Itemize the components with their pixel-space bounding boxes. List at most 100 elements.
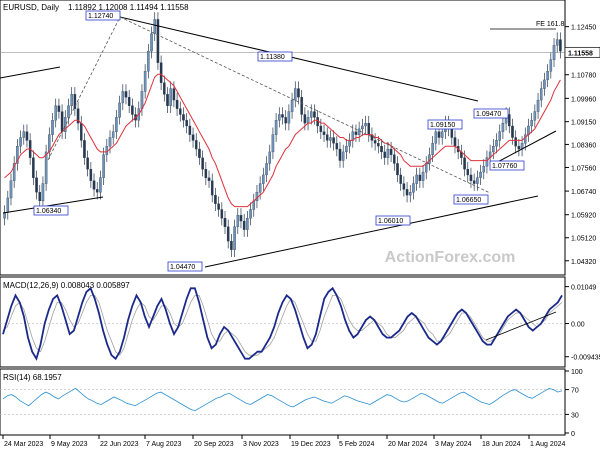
trend-line (204, 195, 539, 268)
candle-body (102, 154, 105, 178)
candle-body (22, 131, 26, 138)
price-annotation-label: 1.12740 (88, 13, 113, 20)
candle-body (262, 174, 265, 184)
x-tick-label: 18 Jun 2024 (482, 441, 521, 448)
candle-body (332, 137, 335, 144)
price-panel-frame (0, 0, 566, 276)
watermark: ActionForex.com (385, 249, 516, 266)
price-layer: FE 161.8 1.12740 1.11380 1.06340 1.04470 1.09… (0, 10, 565, 272)
candle-body (217, 203, 220, 210)
candle-body (501, 122, 505, 132)
candle-body (166, 94, 169, 106)
candle-body (67, 105, 70, 118)
candle-body (44, 151, 48, 184)
x-tick-label: 5 Feb 2024 (339, 441, 375, 448)
candle-body (60, 111, 64, 132)
rsi-title: RSI(14) 68.1957 (3, 373, 62, 382)
candle-body (559, 39, 562, 52)
candle-body (530, 120, 533, 127)
price-annotation-label: 1.07760 (492, 163, 517, 170)
candle-body (223, 218, 227, 227)
price-y-tick-label: 1.10780 (571, 73, 596, 80)
candle-body (70, 94, 73, 106)
candle-body (297, 88, 300, 98)
candle-body (92, 180, 96, 190)
candle-body (108, 137, 112, 147)
x-tick-label: 19 Dec 2023 (291, 441, 331, 448)
candle-body (64, 117, 67, 132)
candle-body (325, 134, 329, 141)
price-annotation-label: 1.06010 (378, 218, 403, 225)
candle-body (383, 151, 386, 158)
candle-body (220, 209, 224, 219)
trend-line (47, 16, 121, 161)
candle-body (549, 59, 553, 72)
candle-body (147, 50, 150, 72)
candle-body (335, 143, 339, 150)
price-annotation-label: 1.06340 (36, 208, 61, 215)
candle-body (364, 122, 367, 127)
trend-line (489, 130, 557, 167)
x-tick-label: 3 May 2024 (435, 441, 472, 448)
candle-body (236, 215, 240, 227)
candle-body (185, 120, 188, 127)
candle-body (511, 125, 514, 138)
axis-layer: 1.12450 1.11558 1.10780 1.09960 1.09150 1.083… (2, 25, 600, 448)
rsi-y-tick-label: 30 (571, 412, 579, 419)
candle-body (539, 88, 543, 101)
candle-body (300, 97, 303, 115)
macd-signal-line (2, 295, 563, 356)
candle-body (533, 111, 537, 121)
candle-body (19, 137, 22, 147)
candle-body (89, 169, 93, 181)
candle-body (313, 111, 316, 118)
candle-body (32, 157, 35, 178)
rsi-panel-frame (0, 368, 566, 436)
candle-body (421, 171, 425, 181)
candle-body (495, 140, 498, 147)
price-y-tick-label: 1.07560 (571, 165, 596, 172)
candle-body (431, 143, 434, 155)
candle-body (322, 131, 326, 135)
candle-body (25, 131, 29, 141)
rsi-y-tick-label: 0 (571, 431, 575, 438)
last-price-label: 1.11558 (568, 50, 593, 57)
rsi-y-tick-label: 70 (571, 388, 579, 395)
price-y-tick-label: 1.04320 (571, 259, 596, 266)
candle-body (418, 174, 422, 181)
candle-body (543, 79, 546, 89)
trend-line (2, 196, 104, 214)
candle-body (555, 39, 559, 46)
candle-body (281, 114, 284, 118)
fe-label: FE 161.8 (536, 21, 565, 28)
rsi-y-tick-label: 100 (571, 369, 583, 376)
price-annotation-box (257, 51, 293, 62)
candle-body (118, 102, 121, 118)
price-y-tick-label: 1.09150 (571, 120, 596, 127)
trend-line (0, 66, 61, 79)
candle-body (345, 146, 348, 153)
macd-trend-line (485, 311, 557, 341)
candle-body (386, 148, 390, 158)
x-tick-label: 22 Jun 2023 (100, 441, 139, 448)
price-annotation-label: 1.09470 (476, 111, 501, 118)
moving-average-line (4, 73, 561, 208)
candle-body (230, 241, 233, 250)
price-annotation-box (489, 160, 525, 171)
candle-body (476, 177, 479, 184)
candle-body (536, 99, 540, 112)
candle-body (268, 151, 271, 164)
candle-body (124, 91, 128, 98)
candle-body (469, 174, 473, 181)
candle-body (492, 146, 495, 153)
candle-body (319, 125, 323, 132)
candle-body (357, 128, 361, 135)
macd-title: MACD(12,26,9) 0.008043 0.005897 (3, 281, 130, 290)
candle-body (523, 134, 527, 144)
price-y-tick-label: 1.06740 (571, 189, 596, 196)
candle-body (41, 183, 45, 202)
candle-body (76, 108, 80, 124)
candle-body (255, 192, 259, 202)
candle-body (437, 131, 441, 138)
candle-body (466, 169, 470, 176)
